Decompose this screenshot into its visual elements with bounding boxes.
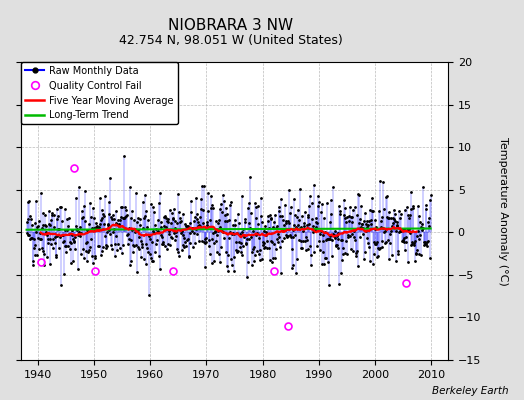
Y-axis label: Temperature Anomaly (°C): Temperature Anomaly (°C) — [498, 137, 508, 285]
Text: NIOBRARA 3 NW: NIOBRARA 3 NW — [168, 18, 293, 33]
Text: 42.754 N, 98.051 W (United States): 42.754 N, 98.051 W (United States) — [118, 34, 343, 47]
Legend: Raw Monthly Data, Quality Control Fail, Five Year Moving Average, Long-Term Tren: Raw Monthly Data, Quality Control Fail, … — [21, 62, 178, 124]
Text: Berkeley Earth: Berkeley Earth — [432, 386, 508, 396]
